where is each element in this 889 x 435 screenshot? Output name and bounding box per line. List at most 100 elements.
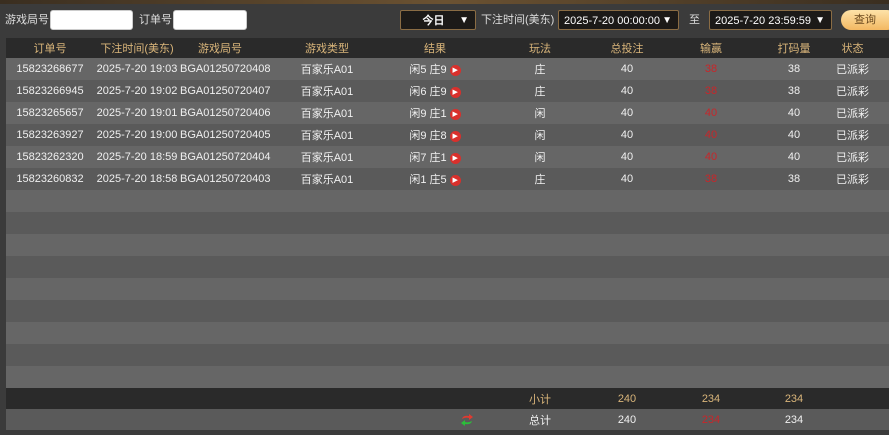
empty-row bbox=[6, 278, 889, 300]
order-no-value: 15823268677 bbox=[16, 63, 84, 75]
cell-round-no bbox=[180, 409, 260, 430]
win-loss-value: 38 bbox=[704, 63, 718, 75]
cell-turnover: 234 bbox=[772, 409, 816, 430]
bet-time-value: 2025-7-20 18:58 bbox=[96, 173, 178, 185]
cell-play-type bbox=[476, 278, 604, 300]
cell-order-no bbox=[6, 409, 94, 430]
cell-play-type: 庄 bbox=[476, 80, 604, 102]
cell-play-type: 闲 bbox=[476, 102, 604, 124]
round-no-value: BGA01250720403 bbox=[180, 173, 271, 185]
play-type-value: 庄 bbox=[534, 64, 546, 76]
cell-result: 闲5 庄9 ▶ bbox=[394, 58, 476, 80]
win-loss-value: 38 bbox=[704, 85, 718, 97]
end-time-select[interactable]: 2025-7-20 23:59:59 ▼ bbox=[709, 10, 832, 30]
table-row: 15823262320 2025-7-20 18:59 BGA01250720404… bbox=[6, 146, 889, 168]
date-range-select[interactable]: 今日 ▼ bbox=[400, 10, 476, 30]
cell-status bbox=[816, 322, 889, 344]
play-video-icon[interactable]: ▶ bbox=[449, 130, 461, 142]
cell-play-type bbox=[476, 344, 604, 366]
empty-row bbox=[6, 344, 889, 366]
bet-time-value: 2025-7-20 19:01 bbox=[96, 107, 178, 119]
cell-win-loss bbox=[650, 278, 772, 300]
cell-turnover bbox=[772, 212, 816, 234]
cell-order-no bbox=[6, 190, 94, 212]
end-time-value: 2025-7-20 23:59:59 bbox=[715, 15, 812, 27]
cell-win-loss: 38 bbox=[650, 80, 772, 102]
cell-total-bet: 40 bbox=[604, 124, 650, 146]
game-type-value: 百家乐A01 bbox=[300, 86, 354, 98]
cell-result bbox=[394, 388, 476, 409]
cell-result: 闲1 庄5 ▶ bbox=[394, 168, 476, 190]
cell-bet-time bbox=[94, 366, 180, 388]
cell-play-type: 闲 bbox=[476, 124, 604, 146]
round-no-value: BGA01250720407 bbox=[180, 85, 271, 97]
cell-result bbox=[394, 256, 476, 278]
total-bet-value: 40 bbox=[620, 63, 634, 75]
cell-turnover: 38 bbox=[772, 168, 816, 190]
cell-total-bet bbox=[604, 366, 650, 388]
cell-order-no bbox=[6, 234, 94, 256]
cell-total-bet bbox=[604, 344, 650, 366]
cell-total-bet bbox=[604, 212, 650, 234]
cell-bet-time bbox=[94, 212, 180, 234]
query-button[interactable]: 查询 bbox=[841, 10, 889, 30]
table-row: 15823263927 2025-7-20 19:00 BGA01250720405… bbox=[6, 124, 889, 146]
cell-turnover bbox=[772, 190, 816, 212]
total-bet-value: 40 bbox=[620, 85, 634, 97]
play-video-icon[interactable]: ▶ bbox=[449, 86, 461, 98]
turnover-value: 38 bbox=[787, 85, 801, 97]
start-time-select[interactable]: 2025-7-20 00:00:00 ▼ bbox=[558, 10, 679, 30]
order-no-value: 15823260832 bbox=[16, 173, 84, 185]
total-winloss: 234 bbox=[701, 413, 721, 426]
play-video-icon[interactable]: ▶ bbox=[449, 174, 461, 186]
column-header-order-no: 订单号 bbox=[6, 38, 94, 58]
cell-turnover: 40 bbox=[772, 102, 816, 124]
play-video-icon[interactable]: ▶ bbox=[449, 108, 461, 120]
subtotal-turnover: 234 bbox=[784, 392, 804, 405]
cell-turnover bbox=[772, 366, 816, 388]
bet-time-value: 2025-7-20 19:00 bbox=[96, 129, 178, 141]
cell-play-type: 闲 bbox=[476, 146, 604, 168]
cell-win-loss: 38 bbox=[650, 58, 772, 80]
empty-row bbox=[6, 234, 889, 256]
round-input[interactable] bbox=[50, 10, 133, 30]
cell-bet-time: 2025-7-20 18:59 bbox=[94, 146, 180, 168]
cell-result: 闲9 庄8 ▶ bbox=[394, 124, 476, 146]
cell-win-loss: 234 bbox=[650, 409, 772, 430]
cell-bet-time bbox=[94, 388, 180, 409]
cell-game-type bbox=[260, 300, 394, 322]
cell-win-loss bbox=[650, 190, 772, 212]
cell-order-no: 15823262320 bbox=[6, 146, 94, 168]
cell-turnover bbox=[772, 344, 816, 366]
cell-game-type: 百家乐A01 bbox=[260, 168, 394, 190]
refresh-icon[interactable] bbox=[460, 413, 474, 427]
total-bet-value: 40 bbox=[620, 173, 634, 185]
cell-round-no: BGA01250720405 bbox=[180, 124, 271, 146]
cell-play-type bbox=[476, 212, 604, 234]
order-input[interactable] bbox=[173, 10, 247, 30]
cell-total-bet bbox=[604, 234, 650, 256]
cell-win-loss bbox=[650, 256, 772, 278]
play-video-icon[interactable]: ▶ bbox=[449, 152, 461, 164]
play-video-icon[interactable]: ▶ bbox=[449, 64, 461, 76]
cell-round-no: BGA01250720404 bbox=[180, 146, 271, 168]
status-value: 已派彩 bbox=[836, 86, 869, 98]
cell-play-type bbox=[476, 366, 604, 388]
cell-round-no: BGA01250720407 bbox=[180, 80, 271, 102]
empty-row bbox=[6, 212, 889, 234]
top-strip bbox=[0, 0, 889, 4]
cell-bet-time bbox=[94, 234, 180, 256]
cell-bet-time: 2025-7-20 18:58 bbox=[94, 168, 180, 190]
cell-status: 已派彩 bbox=[816, 80, 889, 102]
cell-total-bet: 240 bbox=[604, 388, 650, 409]
cell-game-type: 百家乐A01 bbox=[260, 80, 394, 102]
cell-result: 闲9 庄1 ▶ bbox=[394, 102, 476, 124]
cell-round-no bbox=[180, 366, 260, 388]
cell-bet-time: 2025-7-20 19:02 bbox=[94, 80, 180, 102]
play-type-value: 闲 bbox=[534, 152, 546, 164]
order-label: 订单号 bbox=[139, 14, 172, 26]
cell-bet-time: 2025-7-20 19:03 bbox=[94, 58, 180, 80]
cell-total-bet bbox=[604, 278, 650, 300]
turnover-value: 38 bbox=[787, 63, 801, 75]
play-type-value: 庄 bbox=[534, 86, 546, 98]
